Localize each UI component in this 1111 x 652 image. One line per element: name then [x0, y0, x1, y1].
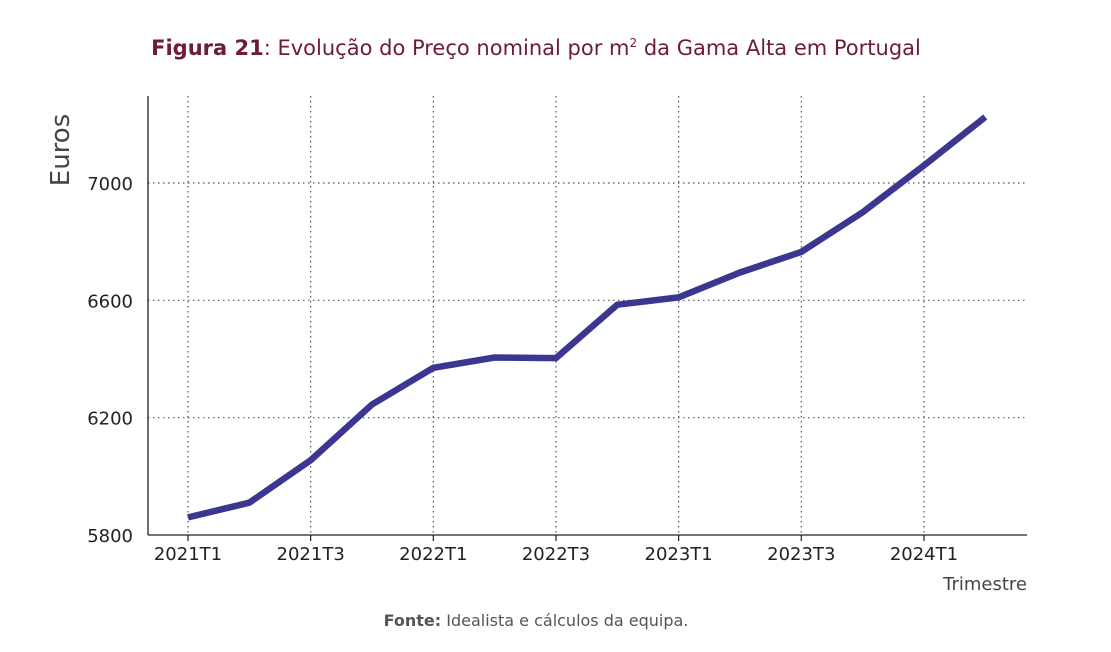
x-tick-label: 2021T3	[277, 544, 345, 565]
x-axis-label: Trimestre	[942, 574, 1027, 595]
x-tick-label: 2022T1	[399, 544, 467, 565]
source-note: Fonte: Idealista e cálculos da equipa.	[0, 611, 1072, 630]
x-tick-label: 2023T3	[767, 544, 835, 565]
series-line	[187, 114, 988, 521]
axis-layer	[147, 96, 1027, 541]
figure-label: Figura 21	[151, 36, 264, 60]
source-label: Fonte:	[383, 611, 442, 630]
x-tick-label: 2021T1	[154, 544, 222, 565]
x-tick-label: 2022T3	[522, 544, 590, 565]
source-text: Idealista e cálculos da equipa.	[441, 611, 689, 630]
x-tick-label: 2024T1	[890, 544, 958, 565]
series-layer	[187, 114, 988, 521]
y-tick-label: 7000	[87, 174, 133, 195]
title-main: : Evolução do Preço nominal por m	[263, 36, 630, 60]
title-superscript: 2	[629, 36, 638, 50]
tick-labels: 5800 6200 6600 7000 2021T1 2021T3 2022T1 2022T3…	[87, 174, 958, 565]
y-tick-label: 5800	[87, 526, 133, 547]
y-tick-label: 6200	[87, 409, 133, 430]
y-axis-label: Euros	[46, 114, 76, 186]
y-tick-label: 6600	[87, 291, 133, 312]
title-tail: da Gama Alta em Portugal	[637, 36, 921, 60]
grid-layer	[148, 96, 1027, 535]
chart-title: Figura 21: Evolução do Preço nominal por…	[0, 36, 1072, 60]
x-tick-label: 2023T1	[645, 544, 713, 565]
